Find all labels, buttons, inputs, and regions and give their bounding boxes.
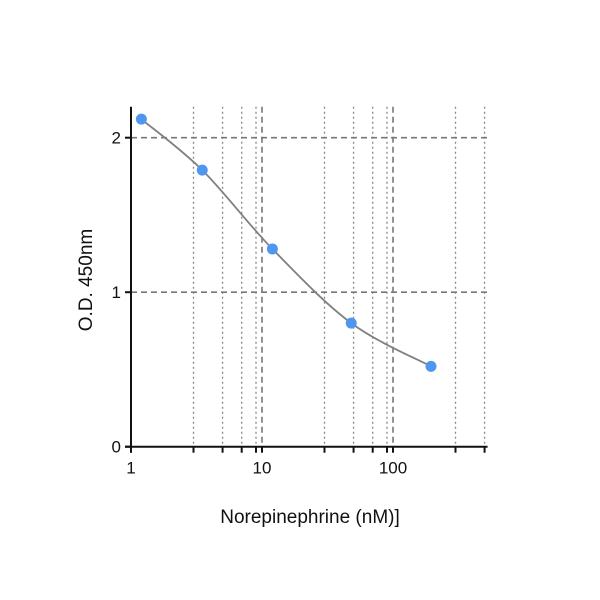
x-tick-label: 100 xyxy=(379,459,407,478)
y-tick-label: 1 xyxy=(112,283,121,302)
data-point xyxy=(196,164,208,176)
grid xyxy=(131,106,488,447)
axes xyxy=(125,106,488,453)
x-tick-labels: 1 10 100 xyxy=(126,459,407,478)
data-point xyxy=(425,360,437,372)
data-point xyxy=(345,317,357,329)
x-tick-label: 1 xyxy=(126,459,135,478)
y-tick-label: 2 xyxy=(112,129,121,148)
data-point xyxy=(135,113,147,125)
y-tick-labels: 0 1 2 xyxy=(112,129,121,457)
x-tick-label: 10 xyxy=(253,459,272,478)
y-tick-label: 0 xyxy=(112,438,121,457)
data-point xyxy=(266,243,278,255)
x-axis-title: Norepinephrine (nM)] xyxy=(220,507,400,528)
data-points xyxy=(135,113,437,372)
y-axis-title: O.D. 450nm xyxy=(76,229,97,331)
